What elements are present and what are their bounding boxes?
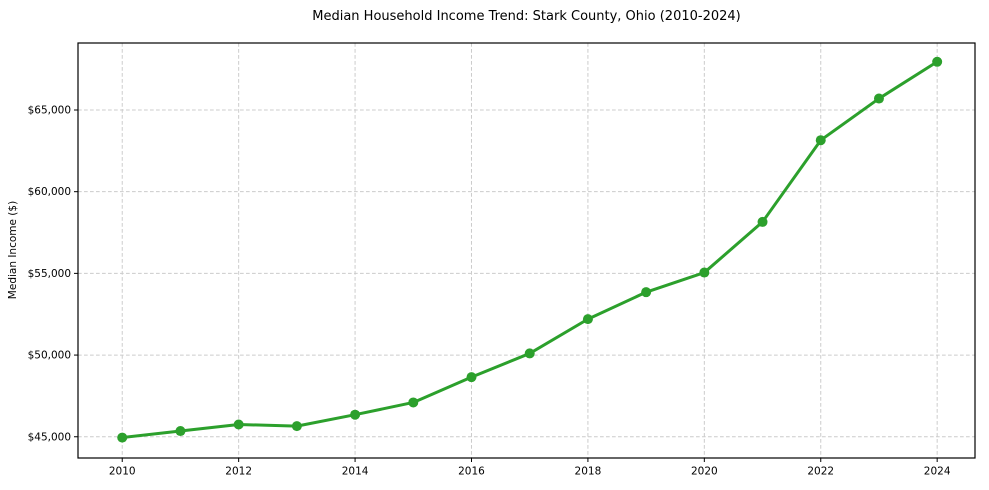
data-point-2017 xyxy=(524,348,535,359)
x-tick-label: 2024 xyxy=(924,466,951,478)
plot-border xyxy=(77,42,976,459)
y-tick-label: $55,000 xyxy=(28,268,71,280)
y-axis-label: Median Income ($) xyxy=(7,200,19,300)
y-tick-label: $60,000 xyxy=(28,186,71,198)
x-tick-label: 2020 xyxy=(691,466,718,478)
data-point-2011 xyxy=(175,426,186,437)
data-point-2015 xyxy=(408,397,419,408)
y-tick-label: $50,000 xyxy=(28,350,71,362)
x-tick-label: 2010 xyxy=(109,466,136,478)
data-point-2019 xyxy=(641,287,652,298)
data-point-2018 xyxy=(582,314,593,325)
data-point-2021 xyxy=(757,216,768,227)
data-point-2024 xyxy=(932,56,943,67)
x-tick-label: 2014 xyxy=(342,466,369,478)
y-tick-label: $65,000 xyxy=(28,104,71,116)
data-point-2014 xyxy=(350,409,361,420)
data-point-2010 xyxy=(117,432,128,443)
data-point-2023 xyxy=(873,93,884,104)
data-point-2016 xyxy=(466,372,477,383)
data-point-2022 xyxy=(815,135,826,146)
x-tick-label: 2012 xyxy=(225,466,252,478)
data-point-2012 xyxy=(233,419,244,430)
x-tick-label: 2022 xyxy=(807,466,834,478)
x-tick-label: 2018 xyxy=(575,466,602,478)
data-point-2013 xyxy=(291,421,302,432)
data-point-2020 xyxy=(699,267,710,278)
x-tick-label: 2016 xyxy=(458,466,485,478)
trend-line xyxy=(120,60,939,440)
chart-title: Median Household Income Trend: Stark Cou… xyxy=(312,9,741,24)
y-tick-label: $45,000 xyxy=(28,431,71,443)
